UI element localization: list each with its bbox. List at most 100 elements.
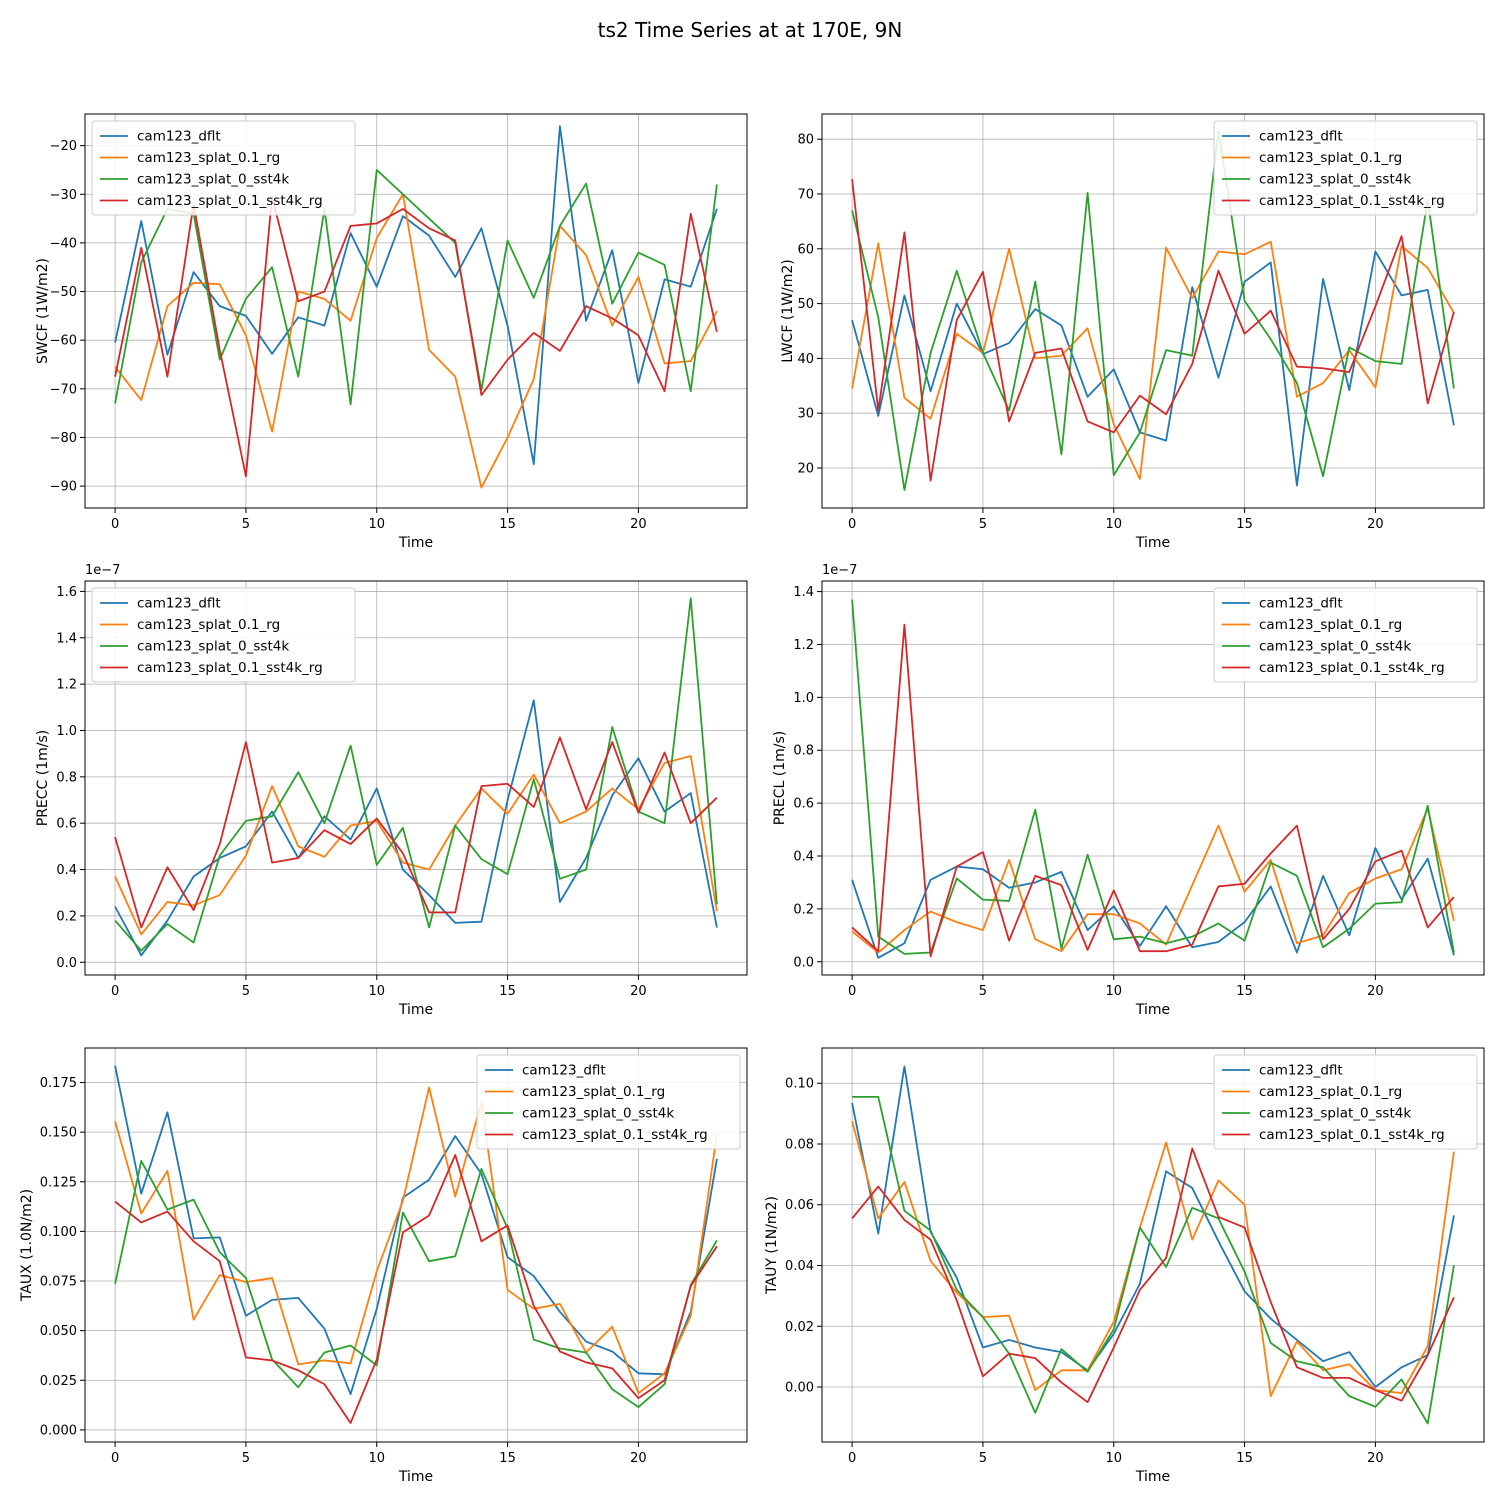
x-tick-label: 0 bbox=[848, 1451, 856, 1466]
panel-precl: 0 5 10 15 20 0.0 0.2 0.4 0.6 0.8 1.0 1.2 1.4 Time PREC… bbox=[772, 563, 1485, 1018]
series-line-cam123_splat_0.1_sst4k_rg bbox=[851, 179, 1455, 482]
x-axis-label: Time bbox=[1135, 1469, 1170, 1485]
y-tick-label: 50 bbox=[797, 297, 814, 312]
y-tick-label: 0.0 bbox=[793, 955, 814, 970]
x-tick-label: 20 bbox=[630, 1451, 647, 1466]
y-tick-label: 20 bbox=[797, 461, 814, 476]
axes-frame bbox=[821, 1047, 1485, 1443]
series-line-cam123_splat_0.1_rg bbox=[114, 1086, 718, 1395]
legend-frame bbox=[476, 1054, 741, 1150]
legend-label-cam123_splat_0.1_sst4k_rg: cam123_splat_0.1_sst4k_rg bbox=[522, 1127, 708, 1143]
series-line-cam123_splat_0_sst4k bbox=[851, 130, 1455, 491]
legend-label-cam123_splat_0.1_sst4k_rg: cam123_splat_0.1_sst4k_rg bbox=[137, 193, 323, 209]
legend: cam123_dflt cam123_splat_0.1_rg cam123_spl… bbox=[476, 1054, 741, 1150]
y-tick-label: 0.2 bbox=[793, 902, 814, 917]
x-tick-label: 20 bbox=[1367, 984, 1384, 999]
y-tick-label: −90 bbox=[50, 480, 77, 495]
y-tick-label: −50 bbox=[50, 285, 77, 300]
series-line-cam123_splat_0_sst4k bbox=[114, 1160, 718, 1408]
y-tick-label: 0.10 bbox=[785, 1077, 814, 1092]
y-tick-label: 1.4 bbox=[793, 585, 814, 600]
legend-label-cam123_dflt: cam123_dflt bbox=[1259, 1063, 1343, 1079]
legend-frame bbox=[1213, 120, 1478, 216]
y-tick-label: 0.08 bbox=[785, 1137, 814, 1152]
axes-frame bbox=[84, 580, 748, 976]
x-axis-label: Time bbox=[398, 1469, 433, 1485]
x-tick-label: 15 bbox=[499, 984, 516, 999]
panel-taux: 0 5 10 15 20 0.000 0.025 0.050 0.075 0.100 0.125 0.… bbox=[19, 1047, 748, 1485]
legend-label-cam123_splat_0_sst4k: cam123_splat_0_sst4k bbox=[1259, 639, 1411, 655]
panel-precc: 0 5 10 15 20 0.0 0.2 0.4 0.6 0.8 1.0 1.2 1.4 1.6 Time P… bbox=[35, 563, 748, 1018]
y-tick-label: 0.6 bbox=[793, 797, 814, 812]
y-tick-label: 1.0 bbox=[793, 691, 814, 706]
series-line-cam123_splat_0.1_sst4k_rg bbox=[851, 1147, 1455, 1404]
x-axis-label: Time bbox=[1135, 1002, 1170, 1018]
y-tick-label: 0.4 bbox=[793, 850, 814, 865]
x-tick-label: 15 bbox=[1236, 517, 1253, 532]
series-line-cam123_splat_0.1_rg bbox=[851, 807, 1455, 954]
legend-label-cam123_splat_0_sst4k: cam123_splat_0_sst4k bbox=[1259, 172, 1411, 188]
series-line-cam123_dflt bbox=[114, 125, 718, 466]
y-tick-label: 0.025 bbox=[40, 1374, 77, 1389]
figure-title: ts2 Time Series at at 170E, 9N bbox=[598, 18, 903, 42]
y-axis-label: TAUY (1N/m2) bbox=[764, 1196, 780, 1295]
y-tick-label: 1.0 bbox=[56, 724, 77, 739]
y-tick-label: 1.2 bbox=[56, 678, 77, 693]
legend-label-cam123_splat_0.1_sst4k_rg: cam123_splat_0.1_sst4k_rg bbox=[1259, 660, 1445, 676]
y-tick-label: 0.150 bbox=[40, 1126, 77, 1141]
legend: cam123_dflt cam123_splat_0.1_rg cam123_spl… bbox=[91, 120, 356, 216]
x-tick-label: 20 bbox=[630, 517, 647, 532]
y-axis-label: TAUX (1.0N/m2) bbox=[19, 1189, 35, 1302]
y-tick-label: 0.8 bbox=[793, 744, 814, 759]
x-tick-label: 15 bbox=[1236, 984, 1253, 999]
y-tick-label: 0.00 bbox=[785, 1381, 814, 1396]
y-axis-label: LWCF (1W/m2) bbox=[780, 259, 796, 363]
series-line-cam123_splat_0_sst4k bbox=[114, 597, 718, 952]
series-line-cam123_dflt bbox=[851, 250, 1455, 487]
x-tick-label: 10 bbox=[1105, 517, 1122, 532]
y-tick-label: −30 bbox=[50, 188, 77, 203]
series-line-cam123_splat_0.1_sst4k_rg bbox=[114, 736, 718, 929]
x-tick-label: 5 bbox=[979, 1451, 987, 1466]
x-tick-label: 0 bbox=[848, 984, 856, 999]
legend-label-cam123_splat_0.1_rg: cam123_splat_0.1_rg bbox=[1259, 617, 1402, 633]
y-tick-label: 60 bbox=[797, 242, 814, 257]
y-tick-label: 0.8 bbox=[56, 770, 77, 785]
y-tick-label: 0.04 bbox=[785, 1259, 814, 1274]
legend-label-cam123_splat_0.1_sst4k_rg: cam123_splat_0.1_sst4k_rg bbox=[1259, 193, 1445, 209]
axes-frame bbox=[821, 580, 1485, 976]
axes-frame bbox=[821, 113, 1485, 509]
panel-tauy: 0 5 10 15 20 0.00 0.02 0.04 0.06 0.08 0.10 Time TAUY… bbox=[764, 1047, 1485, 1485]
legend-frame bbox=[1213, 1054, 1478, 1150]
y-tick-label: 1.6 bbox=[56, 585, 77, 600]
legend-label-cam123_dflt: cam123_dflt bbox=[1259, 596, 1343, 612]
y-tick-label: 0.075 bbox=[40, 1275, 77, 1290]
y-tick-label: 80 bbox=[797, 133, 814, 148]
legend: cam123_dflt cam123_splat_0.1_rg cam123_spl… bbox=[1213, 120, 1478, 216]
series-line-cam123_splat_0.1_rg bbox=[114, 193, 718, 489]
x-tick-label: 0 bbox=[848, 517, 856, 532]
y-tick-label: −40 bbox=[50, 236, 77, 251]
y-axis-label: SWCF (1W/m2) bbox=[35, 258, 51, 364]
x-tick-label: 20 bbox=[1367, 1451, 1384, 1466]
x-tick-label: 5 bbox=[242, 517, 250, 532]
y-tick-label: 0.0 bbox=[56, 956, 77, 971]
y-tick-label: 0.4 bbox=[56, 863, 77, 878]
x-tick-label: 0 bbox=[111, 1451, 119, 1466]
y-tick-label: −80 bbox=[50, 431, 77, 446]
panel-lwcf: 0 5 10 15 20 20 30 40 50 60 70 80 Time LWCF (1W/m2) ca… bbox=[780, 113, 1485, 551]
axes-frame bbox=[84, 113, 748, 509]
legend-label-cam123_splat_0_sst4k: cam123_splat_0_sst4k bbox=[1259, 1106, 1411, 1122]
y-offset-label: 1e−7 bbox=[85, 563, 120, 578]
y-axis-label: PRECL (1m/s) bbox=[772, 731, 788, 826]
y-axis-label: PRECC (1m/s) bbox=[35, 730, 51, 827]
y-tick-label: 0.050 bbox=[40, 1324, 77, 1339]
x-tick-label: 10 bbox=[368, 984, 385, 999]
legend-label-cam123_splat_0.1_rg: cam123_splat_0.1_rg bbox=[522, 1084, 665, 1100]
legend-label-cam123_splat_0.1_rg: cam123_splat_0.1_rg bbox=[137, 617, 280, 633]
legend-label-cam123_splat_0.1_sst4k_rg: cam123_splat_0.1_sst4k_rg bbox=[137, 660, 323, 676]
x-axis-label: Time bbox=[398, 535, 433, 551]
x-tick-label: 5 bbox=[979, 984, 987, 999]
legend-label-cam123_splat_0_sst4k: cam123_splat_0_sst4k bbox=[522, 1106, 674, 1122]
